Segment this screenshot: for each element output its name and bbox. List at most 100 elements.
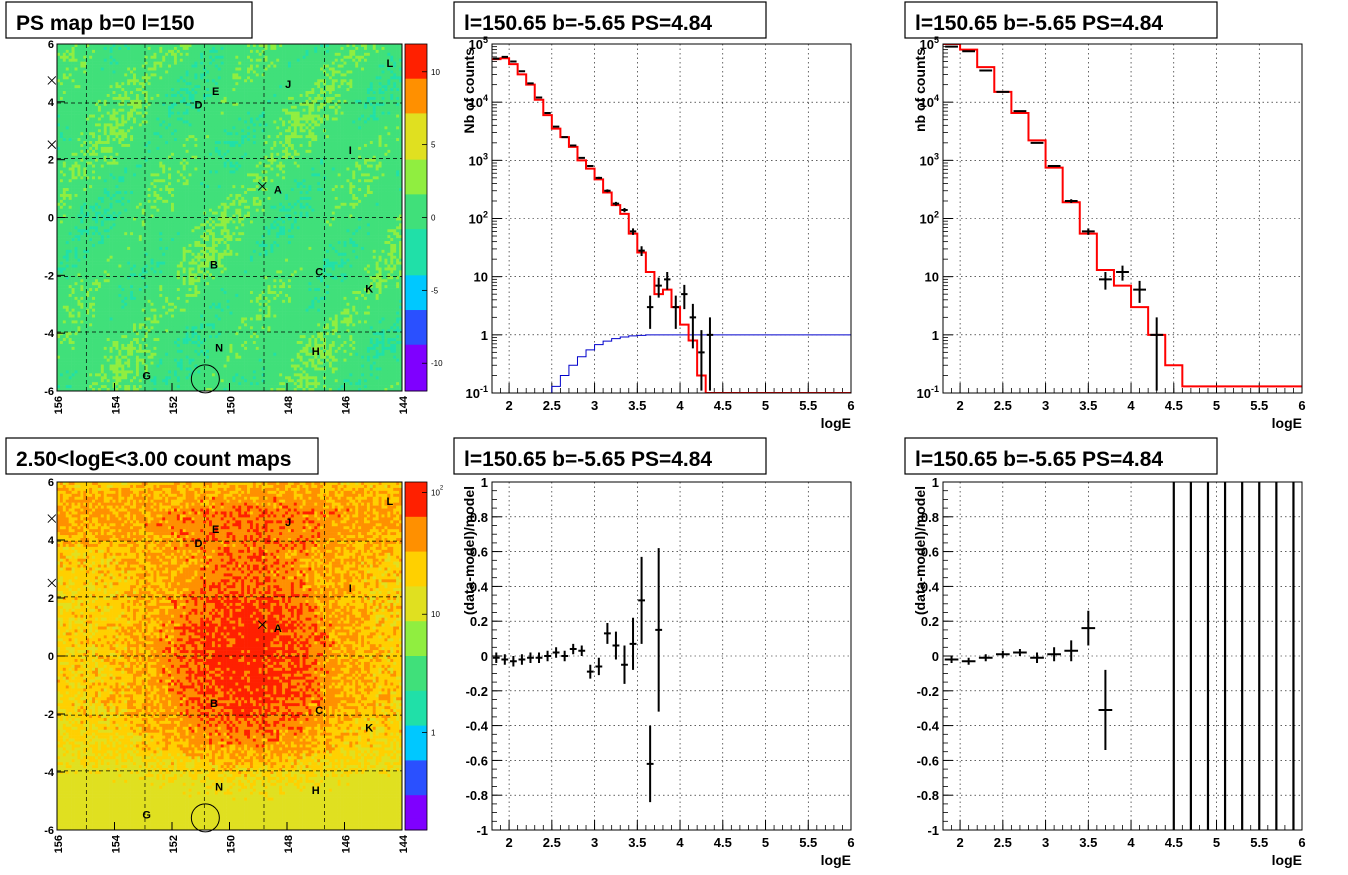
colorbar-band xyxy=(405,807,427,819)
colorbar-band xyxy=(405,494,427,506)
x-tick-label: 2.5 xyxy=(994,398,1012,413)
x-tick-label: 148 xyxy=(283,835,295,853)
colorbar-band xyxy=(405,113,427,125)
colorbar-band xyxy=(405,540,427,552)
y-tick-label: 4 xyxy=(48,535,55,547)
x-axis-label: logE xyxy=(1272,852,1302,868)
source-label-I: I xyxy=(349,583,352,595)
colorbar-band xyxy=(405,137,427,149)
data-point xyxy=(544,113,550,114)
source-label-L: L xyxy=(387,58,394,70)
y-tick-label: 0 xyxy=(48,213,54,225)
colorbar-band xyxy=(405,644,427,656)
y-tick-label: -0.6 xyxy=(917,753,939,768)
y-tick-label: 4 xyxy=(48,97,55,109)
colorbar-band xyxy=(405,368,427,380)
source-label-K: K xyxy=(365,284,373,296)
x-tick-label: 3 xyxy=(591,835,598,850)
y-tick-label: 0 xyxy=(932,649,939,664)
y-tick-label: 6 xyxy=(48,477,54,489)
y-tick-label: 6 xyxy=(48,39,54,51)
source-label-A: A xyxy=(274,185,282,197)
colorbar-tick-label: 10 xyxy=(431,610,440,619)
source-label-B: B xyxy=(210,259,218,271)
x-tick-label: 2 xyxy=(505,835,512,850)
y-tick-label: 2 xyxy=(48,155,54,167)
x-tick-label: 2 xyxy=(956,835,963,850)
source-label-J: J xyxy=(285,79,291,91)
colorbar-band xyxy=(405,56,427,68)
x-tick-label: 2 xyxy=(956,398,963,413)
data-point xyxy=(561,137,567,138)
colorbar-tick-label: 102 xyxy=(431,485,444,497)
y-tick-label: -0.4 xyxy=(466,719,489,734)
colorbar-band xyxy=(405,160,427,172)
colorbar-band xyxy=(405,726,427,738)
source-label-G: G xyxy=(142,370,151,382)
y-tick-label: -2 xyxy=(44,709,54,721)
source-label-I: I xyxy=(349,145,352,157)
colorbar-band xyxy=(405,772,427,784)
x-tick-label: 5 xyxy=(1213,835,1220,850)
x-tick-label: 3.5 xyxy=(628,835,646,850)
colorbar-band xyxy=(405,818,427,830)
y-axis-label: nb of counts xyxy=(912,48,928,132)
x-tick-label: 152 xyxy=(168,835,180,853)
colorbar-band xyxy=(405,264,427,276)
colorbar: 102 10 1 xyxy=(405,482,444,831)
colorbar-band xyxy=(405,206,427,218)
colorbar-band xyxy=(405,229,427,241)
y-tick-label: 0 xyxy=(48,651,54,663)
colorbar-tick-label: -10 xyxy=(431,359,443,368)
colorbar-tick-label: -5 xyxy=(431,286,439,295)
x-tick-label: 4 xyxy=(676,398,684,413)
y-tick-label: 10 xyxy=(925,270,939,285)
colorbar-band xyxy=(405,691,427,703)
data-point xyxy=(570,145,576,146)
cross-marker xyxy=(48,76,56,84)
colorbar-band xyxy=(405,44,427,56)
source-label-N: N xyxy=(215,343,223,355)
colorbar-band xyxy=(405,356,427,368)
colorbar-band xyxy=(405,563,427,575)
x-axis-label: logE xyxy=(1272,415,1302,431)
y-tick-label: -0.8 xyxy=(466,788,488,803)
colorbar-band xyxy=(405,218,427,230)
y-tick-label: -4 xyxy=(44,767,55,779)
colorbar-band xyxy=(405,333,427,345)
panel-title-bottom-middle: l=150.65 b=-5.65 PS=4.84 xyxy=(464,448,712,471)
y-tick-label: 10 xyxy=(474,270,488,285)
colorbar-band xyxy=(405,275,427,287)
x-tick-label: 2.5 xyxy=(543,398,561,413)
colorbar-band xyxy=(405,633,427,645)
x-tick-label: 6 xyxy=(1298,835,1305,850)
data-point xyxy=(596,177,602,179)
colorbar-band xyxy=(405,598,427,610)
x-tick-label: 148 xyxy=(283,396,295,414)
colorbar-band xyxy=(405,737,427,749)
y-tick-label: -1 xyxy=(476,823,488,838)
x-tick-label: 150 xyxy=(226,396,238,414)
y-tick-label: 10-1 xyxy=(466,384,488,401)
colorbar-band xyxy=(405,575,427,587)
colorbar-tick-label: 1 xyxy=(431,729,436,738)
colorbar-band xyxy=(405,148,427,160)
colorbar-band xyxy=(405,668,427,680)
colorbar-band xyxy=(405,610,427,622)
x-tick-label: 4 xyxy=(1127,398,1135,413)
source-label-C: C xyxy=(315,705,323,717)
y-tick-label: 10-1 xyxy=(917,384,939,401)
source-label-D: D xyxy=(194,100,202,112)
colorbar-band xyxy=(405,679,427,691)
colorbar-band xyxy=(405,287,427,299)
x-tick-label: 156 xyxy=(53,835,65,853)
x-tick-label: 5 xyxy=(762,835,769,850)
colorbar-tick-label: 0 xyxy=(431,214,436,223)
y-tick-label: 1 xyxy=(932,475,939,490)
plot-area xyxy=(943,44,1302,393)
colorbar-band xyxy=(405,586,427,598)
y-axis-label: Nb of counts xyxy=(461,48,477,134)
y-tick-label: 102 xyxy=(469,210,488,227)
y-tick-label: 0.2 xyxy=(470,614,488,629)
x-tick-label: 5.5 xyxy=(1250,835,1268,850)
